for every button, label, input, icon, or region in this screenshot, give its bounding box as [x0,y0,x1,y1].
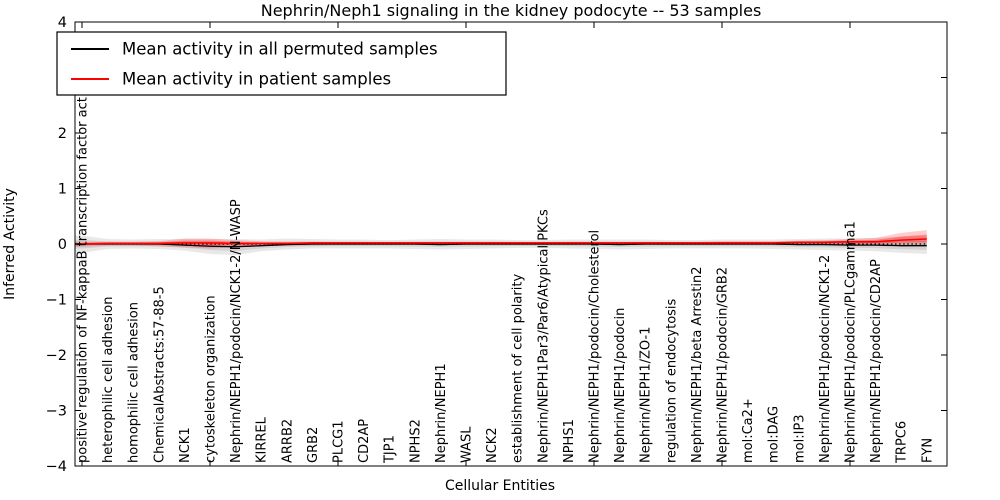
y-tick-label: 1 [58,182,67,198]
x-tick-label: Nephrin/NEPH1/podocin/NCK1-2/N-WASP [229,199,244,463]
y-tick-label: −1 [46,293,67,309]
x-tick-label: mol:IP3 [792,414,807,463]
x-tick-label: Nephrin/NEPH1 [434,363,449,463]
x-tick-label: homophilic cell adhesion [127,302,142,463]
permuted-mean-line [75,243,927,248]
legend-label-patient: Mean activity in patient samples [122,70,391,89]
legend: Mean activity in all permuted samples Me… [56,31,507,96]
x-tick-label: cytoskeleton organization [204,295,219,463]
x-tick-label: NPHS2 [408,419,423,463]
plot-area: positive regulation of NF-kappaB transcr… [75,97,935,464]
x-tick-label: NCK1 [178,427,193,463]
x-tick-label: Nephrin/NEPH1/podocin [613,308,628,463]
x-tick-label: regulation of endocytosis [664,298,679,463]
y-tick-label: −2 [46,348,67,364]
x-tick-label: WASL [460,426,475,463]
y-axis-label: Inferred Activity [2,188,18,300]
x-tick-label: GRB2 [306,427,321,463]
x-tick-label: heterophilic cell adhesion [101,297,116,464]
y-tick-label: 2 [58,126,67,142]
x-tick-label: establishment of cell polarity [511,274,526,463]
permuted-band-outer [75,235,927,256]
x-tick-label: Nephrin/NEPH1/podocin/CD2AP [869,259,884,463]
x-tick-label: Nephrin/NEPH1/podocin/PLCgamma1 [844,221,859,463]
patient-mean-line [75,238,927,245]
x-tick-label: FYN [920,438,935,463]
x-tick-label: TJP1 [383,435,398,464]
x-tick-label: PLCG1 [332,420,347,463]
x-tick-label: positive regulation of NF-kappaB transcr… [76,97,91,463]
x-tick-label: mol:DAG [767,406,782,463]
y-tick-label: 0 [58,237,67,253]
x-tick-label: NPHS1 [562,419,577,463]
legend-box [56,31,507,96]
legend-label-permuted: Mean activity in all permuted samples [122,40,438,59]
x-tick-label: Nephrin/NEPH1/beta Arrestin2 [690,267,705,464]
x-axis-label: Cellular Entities [445,478,555,494]
x-tick-label: NCK2 [485,427,500,463]
x-tick-label: KIRREL [255,416,270,463]
x-tick-label: TRPC6 [895,421,910,464]
y-tick-label: 4 [58,15,67,31]
x-tick-label: mol:Ca2+ [741,398,756,463]
x-tick-label: Nephrin/NEPH1/podocin/Cholesterol [588,230,603,463]
x-tick-label: Nephrin/NEPH1/podocin/NCK1-2 [818,255,833,463]
x-tick-label: Nephrin/NEPH1Par3/Par6/Atypical PKCs [536,209,551,463]
y-tick-label: −3 [46,404,67,420]
axes: −4−3−2−101234 [46,15,948,475]
x-tick-label: ARRB2 [280,419,295,463]
x-tick-label: Nephrin/NEPH1/podocin/GRB2 [716,267,731,463]
chart-title: Nephrin/Neph1 signaling in the kidney po… [261,1,762,20]
x-tick-label: Nephrin/NEPH1/ZO-1 [639,327,654,463]
x-tick-label: CD2AP [357,419,372,463]
x-tick-label: ChemicalAbstracts:57-88-5 [152,286,167,463]
y-tick-label: −4 [46,459,67,475]
